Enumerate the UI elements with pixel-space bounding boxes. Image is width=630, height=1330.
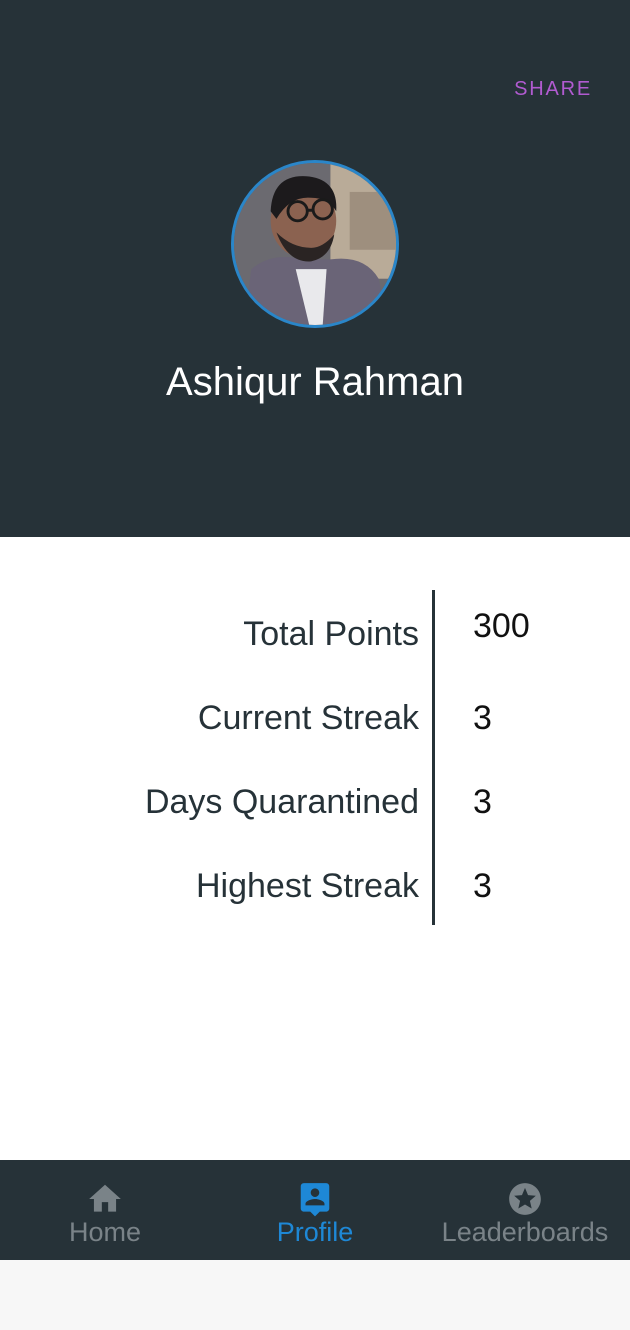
nav-item-leaderboards[interactable]: Leaderboards <box>420 1160 630 1260</box>
nav-label-home: Home <box>68 1217 142 1247</box>
system-bar-area <box>0 1260 630 1330</box>
nav-item-profile[interactable]: Profile <box>210 1160 420 1260</box>
stat-label-current-streak: Current Streak <box>197 699 419 737</box>
stat-value-current-streak: 3 <box>473 699 492 737</box>
bottom-navigation: Home Profile Leaderboards <box>0 1160 630 1260</box>
stat-value-highest-streak: 3 <box>473 867 492 905</box>
home-icon <box>86 1180 124 1218</box>
avatar-photo <box>234 163 396 325</box>
share-button[interactable]: SHARE <box>514 78 592 100</box>
stats-divider <box>432 590 435 925</box>
nav-label-profile: Profile <box>276 1217 354 1247</box>
nav-label-leaderboards: Leaderboards <box>441 1217 609 1247</box>
profile-icon <box>296 1180 334 1218</box>
nav-item-home[interactable]: Home <box>0 1160 210 1260</box>
stat-value-days-quarantined: 3 <box>473 783 492 821</box>
stat-label-total-points: Total Points <box>243 615 419 653</box>
stat-label-days-quarantined: Days Quarantined <box>144 783 419 821</box>
star-icon <box>506 1180 544 1218</box>
user-name: Ashiqur Rahman <box>166 360 464 404</box>
stat-value-total-points: 300 <box>473 607 530 645</box>
avatar <box>231 160 399 328</box>
profile-header: SHARE Ashiqur Rahman <box>0 0 630 537</box>
stats-panel: Total Points 300 Current Streak 3 Days Q… <box>0 537 630 1160</box>
stat-label-highest-streak: Highest Streak <box>196 867 419 905</box>
